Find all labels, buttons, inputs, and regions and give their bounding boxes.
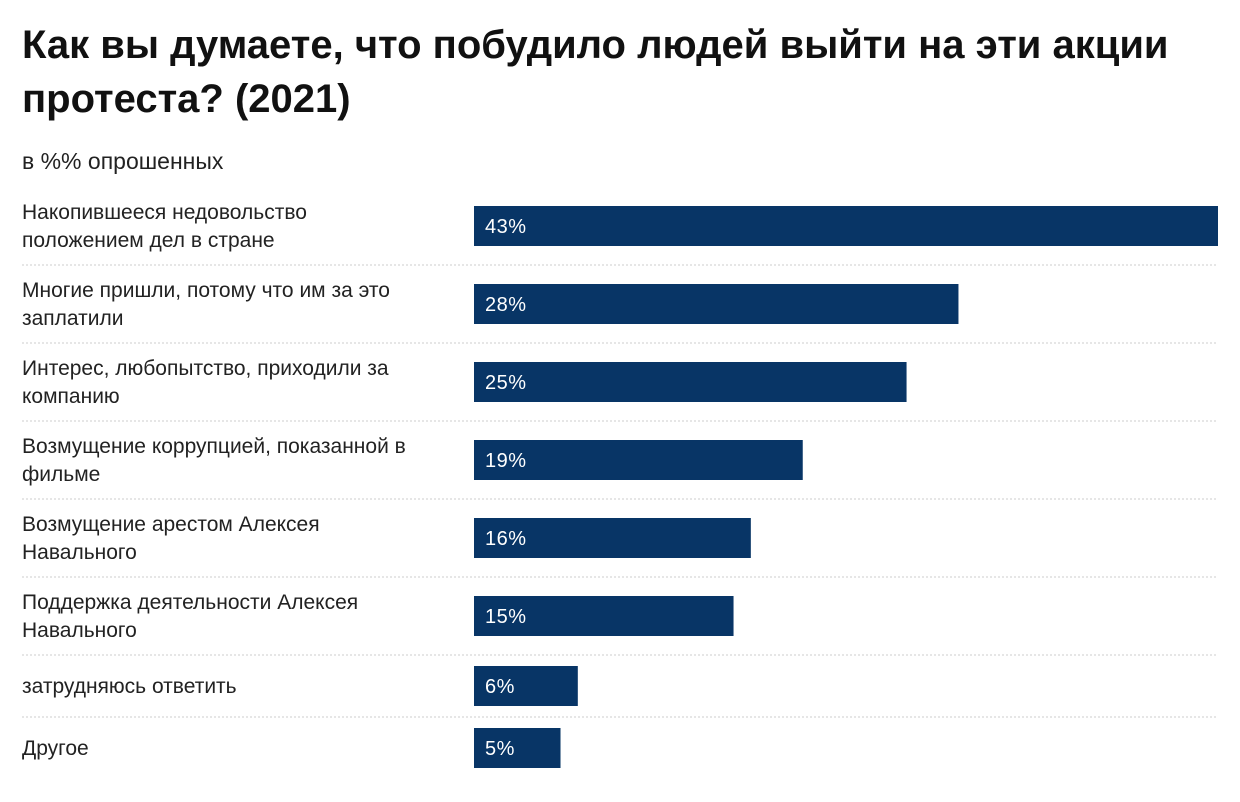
bar-value-label: 5% xyxy=(485,738,515,760)
bar xyxy=(474,284,959,324)
bar xyxy=(474,728,561,768)
category-label: Возмущение арестом Алексея Навального xyxy=(22,513,320,564)
category-label-line: Многие пришли, потому что им за это xyxy=(22,279,390,302)
category-label-line: Поддержка деятельности Алексея xyxy=(22,591,358,614)
category-label-line: фильме xyxy=(22,463,100,486)
category-label-line: Интерес, любопытство, приходили за xyxy=(22,357,389,380)
chart-title: Как вы думаете, что побудило людей выйти… xyxy=(22,23,1169,121)
bar xyxy=(474,596,734,636)
category-label-line: Навального xyxy=(22,619,137,642)
category-label: Многие пришли, потому что им за это запла… xyxy=(22,279,390,330)
category-label-line: затрудняюсь ответить xyxy=(22,675,237,698)
bar xyxy=(474,362,907,402)
bar-value-label: 19% xyxy=(485,450,527,472)
category-label: Другое xyxy=(22,737,89,760)
category-label-line: Возмущение арестом Алексея xyxy=(22,513,320,536)
category-label-line: Другое xyxy=(22,737,89,760)
category-label-line: Возмущение коррупцией, показанной в xyxy=(22,435,406,458)
category-label: затрудняюсь ответить xyxy=(22,675,237,698)
bar xyxy=(474,518,751,558)
category-label-line: компанию xyxy=(22,385,120,408)
bar-value-label: 25% xyxy=(485,372,527,394)
bar xyxy=(474,206,1218,246)
category-label-line: положением дел в стране xyxy=(22,229,275,252)
category-label-line: заплатили xyxy=(22,307,123,330)
bar-value-label: 6% xyxy=(485,676,515,698)
category-label-line: Навального xyxy=(22,541,137,564)
category-label-line: Накопившееся недовольство xyxy=(22,201,307,224)
bar-value-label: 16% xyxy=(485,528,527,550)
bar-value-label: 43% xyxy=(485,216,527,238)
category-label: Интерес, любопытство, приходили за компан… xyxy=(22,357,389,408)
bar-value-label: 15% xyxy=(485,606,527,628)
category-label: Поддержка деятельности Алексея Навального xyxy=(22,591,358,642)
category-label: Возмущение коррупцией, показанной в фильм… xyxy=(22,435,406,486)
bar xyxy=(474,666,578,706)
category-label: Накопившееся недовольство положением дел … xyxy=(22,201,307,252)
bar-value-label: 28% xyxy=(485,294,527,316)
chart-subtitle: в %% опрошенных xyxy=(22,148,224,174)
bar xyxy=(474,440,803,480)
